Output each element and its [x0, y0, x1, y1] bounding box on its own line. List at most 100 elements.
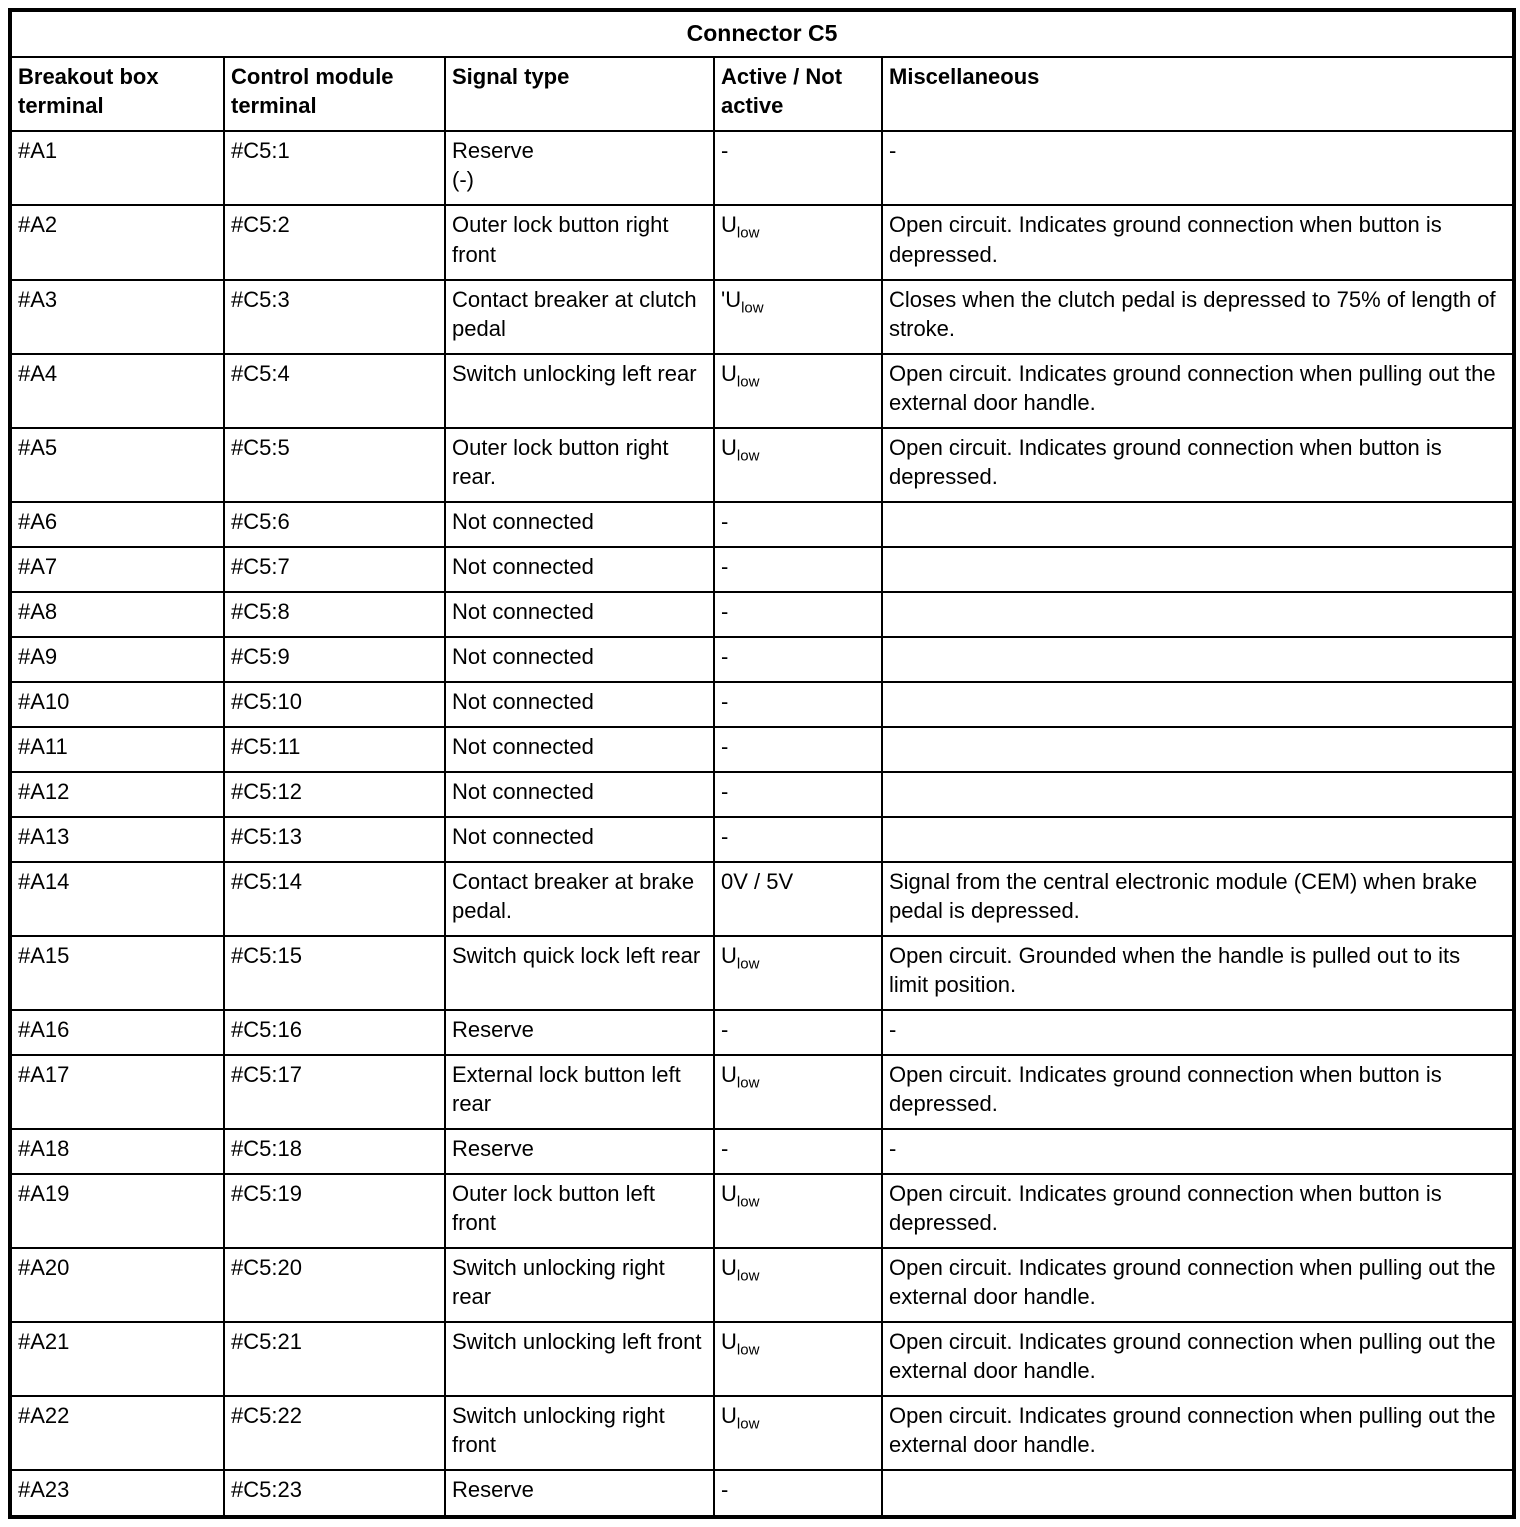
breakout-terminal-cell: #A1 — [9, 130, 225, 207]
signal-type-cell: Reserve — [444, 1009, 715, 1057]
table-row: #A8 #C5:8 Not connected - — [9, 590, 1516, 638]
misc-cell: Open circuit. Indicates ground connectio… — [880, 1321, 1516, 1398]
module-terminal-cell: #C5:4 — [223, 352, 446, 429]
misc-cell: - — [880, 1128, 1516, 1176]
column-header: Control module terminal — [223, 56, 446, 133]
breakout-terminal-cell: #A4 — [9, 352, 225, 429]
signal-type-cell: Reserve (-) — [444, 130, 715, 207]
signal-type-cell: Reserve — [444, 1469, 715, 1518]
breakout-terminal-cell: #A7 — [9, 545, 225, 593]
misc-cell: Open circuit. Indicates ground connectio… — [880, 426, 1516, 503]
breakout-terminal-cell: #A11 — [9, 725, 225, 773]
misc-cell: Open circuit. Indicates ground connectio… — [880, 1173, 1516, 1250]
signal-type-cell: Contact breaker at brake pedal. — [444, 860, 715, 938]
active-state-cell: 0V / 5V — [713, 860, 883, 938]
active-value: - — [721, 1477, 729, 1503]
active-subscript: low — [736, 1341, 760, 1359]
active-state-cell: Ulow — [713, 1247, 883, 1324]
module-terminal-cell: #C5:18 — [223, 1128, 446, 1176]
module-terminal-cell: #C5:9 — [223, 635, 446, 683]
module-terminal-cell: #C5:3 — [223, 278, 446, 355]
table-row: #A10 #C5:10 Not connected - — [9, 680, 1516, 728]
table-row: #A18 #C5:18 Reserve - - — [9, 1128, 1516, 1176]
active-state-cell: - — [713, 1469, 883, 1518]
misc-cell — [880, 680, 1516, 728]
active-value: U — [721, 1403, 737, 1429]
breakout-terminal-cell: #A17 — [9, 1054, 225, 1131]
active-value: - — [721, 553, 729, 579]
table-row: #A17 #C5:17 External lock button left rear… — [9, 1054, 1516, 1131]
column-header: Active / Not active — [713, 56, 883, 133]
table-title-row: Connector C5 — [8, 8, 1516, 59]
signal-type-cell: Not connected — [444, 545, 715, 593]
breakout-terminal-cell: #A19 — [9, 1173, 225, 1250]
active-value: U — [721, 943, 737, 969]
active-value: U — [721, 212, 737, 238]
module-terminal-cell: #C5:11 — [223, 725, 446, 773]
active-state-cell: - — [713, 770, 883, 818]
signal-type-cell: Contact breaker at clutch pedal — [444, 278, 715, 355]
breakout-terminal-cell: #A23 — [9, 1469, 225, 1518]
module-terminal-cell: #C5:1 — [223, 130, 446, 207]
active-value: - — [721, 508, 729, 534]
breakout-terminal-cell: #A12 — [9, 770, 225, 818]
table-row: #A16 #C5:16 Reserve - - — [9, 1009, 1516, 1057]
table-row: #A6 #C5:6 Not connected - — [9, 500, 1516, 548]
module-terminal-cell: #C5:6 — [223, 500, 446, 548]
misc-cell — [880, 770, 1516, 818]
column-header: Breakout box terminal — [9, 56, 225, 133]
table-row: #A7 #C5:7 Not connected - — [9, 545, 1516, 593]
table-title: Connector C5 — [8, 8, 1516, 59]
module-terminal-cell: #C5:5 — [223, 426, 446, 503]
active-value: - — [721, 733, 729, 759]
misc-cell — [880, 500, 1516, 548]
table-row: #A21 #C5:21 Switch unlocking left front Ulo… — [9, 1321, 1516, 1398]
active-value: 'U — [721, 286, 742, 312]
active-state-cell: Ulow — [713, 426, 883, 503]
signal-type-cell: External lock button left rear — [444, 1054, 715, 1131]
active-subscript: low — [736, 1267, 760, 1285]
signal-type-cell: Outer lock button right rear. — [444, 426, 715, 503]
breakout-terminal-cell: #A13 — [9, 815, 225, 863]
breakout-terminal-cell: #A14 — [9, 860, 225, 938]
breakout-terminal-cell: #A15 — [9, 935, 225, 1012]
module-terminal-cell: #C5:7 — [223, 545, 446, 593]
active-subscript: low — [736, 1415, 760, 1433]
active-subscript: low — [736, 955, 760, 973]
signal-type-cell: Not connected — [444, 680, 715, 728]
active-state-cell: - — [713, 1128, 883, 1176]
active-value: - — [721, 643, 729, 669]
table-row: #A14 #C5:14 Contact breaker at brake pedal… — [9, 860, 1516, 938]
active-state-cell: Ulow — [713, 1173, 883, 1250]
signal-type-cell: Not connected — [444, 770, 715, 818]
misc-cell: Closes when the clutch pedal is depresse… — [880, 278, 1516, 355]
active-value: - — [721, 598, 729, 624]
breakout-terminal-cell: #A16 — [9, 1009, 225, 1057]
misc-cell: - — [880, 130, 1516, 207]
module-terminal-cell: #C5:2 — [223, 204, 446, 281]
active-value: U — [721, 360, 737, 386]
signal-type-cell: Switch unlocking left front — [444, 1321, 715, 1398]
column-header: Signal type — [444, 56, 715, 133]
active-value: - — [721, 823, 729, 849]
signal-type-cell: Switch unlocking right rear — [444, 1247, 715, 1324]
signal-type-cell: Outer lock button left front — [444, 1173, 715, 1250]
active-state-cell: - — [713, 725, 883, 773]
table-row: #A20 #C5:20 Switch unlocking right rear Ulo… — [9, 1247, 1516, 1324]
active-state-cell: - — [713, 590, 883, 638]
table-row: #A13 #C5:13 Not connected - — [9, 815, 1516, 863]
misc-cell: Open circuit. Indicates ground connectio… — [880, 1395, 1516, 1472]
breakout-terminal-cell: #A21 — [9, 1321, 225, 1398]
module-terminal-cell: #C5:8 — [223, 590, 446, 638]
misc-cell: Signal from the central electronic modul… — [880, 860, 1516, 938]
misc-cell — [880, 635, 1516, 683]
module-terminal-cell: #C5:23 — [223, 1469, 446, 1518]
module-terminal-cell: #C5:20 — [223, 1247, 446, 1324]
signal-type-cell: Not connected — [444, 635, 715, 683]
signal-type-cell: Not connected — [444, 815, 715, 863]
signal-type-cell: Switch unlocking left rear — [444, 352, 715, 429]
module-terminal-cell: #C5:12 — [223, 770, 446, 818]
module-terminal-cell: #C5:21 — [223, 1321, 446, 1398]
module-terminal-cell: #C5:14 — [223, 860, 446, 938]
